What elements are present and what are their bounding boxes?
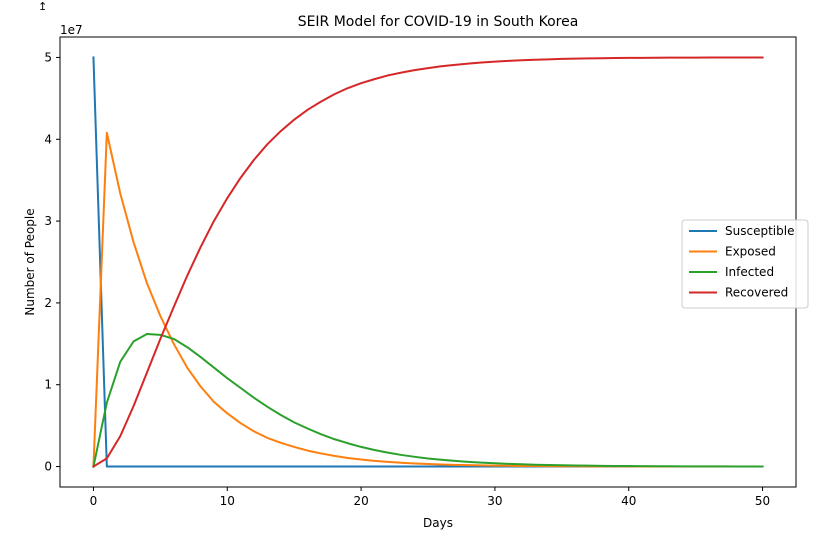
series-line-recovered (92, 56, 764, 468)
x-tick-label: 40 (621, 494, 636, 508)
y-axis-label: Number of People (23, 208, 37, 315)
y-tick-label: 1 (44, 378, 52, 392)
y-tick-label: 3 (44, 214, 52, 228)
legend-box (681, 219, 809, 309)
figure-toolbar-glyph: ↥ (38, 0, 47, 13)
legend-label-susceptible: Susceptible (725, 224, 794, 238)
x-tick-label: 30 (487, 494, 502, 508)
y-tick-label: 2 (44, 296, 52, 310)
x-tick-label: 50 (755, 494, 770, 508)
x-tick-label: 0 (90, 494, 98, 508)
legend-label-exposed: Exposed (725, 245, 776, 259)
legend-label-recovered: Recovered (725, 286, 788, 300)
y-tick-label: 0 (44, 460, 52, 474)
x-tick-label: 20 (353, 494, 368, 508)
y-axis-ticks: 0 1 2 3 4 5 (44, 50, 60, 474)
series-layer (92, 56, 764, 468)
series-line-exposed (92, 131, 764, 468)
chart-title: SEIR Model for COVID-19 in South Korea (298, 14, 579, 30)
y-axis-offset-label: 1e7 (60, 23, 83, 37)
x-axis-label: Days (423, 516, 453, 530)
series-line-infected (92, 333, 764, 468)
y-tick-label: 5 (44, 50, 52, 64)
x-tick-label: 10 (220, 494, 235, 508)
y-tick-label: 4 (44, 132, 52, 146)
legend: Susceptible Exposed Infected Recovered (681, 219, 809, 309)
x-axis-ticks: 0 10 20 30 40 50 (90, 487, 770, 508)
legend-label-infected: Infected (725, 265, 774, 279)
